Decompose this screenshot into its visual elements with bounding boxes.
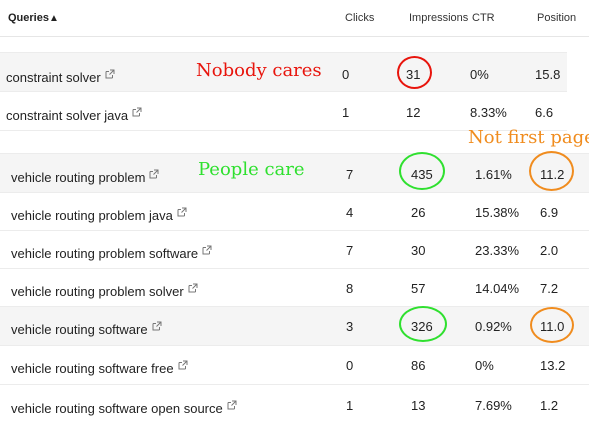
position-column-header[interactable]: Position bbox=[537, 12, 577, 24]
impressions-cell: 57 bbox=[411, 281, 426, 296]
query-cell: constraint solver bbox=[6, 67, 115, 85]
query-cell: vehicle routing problem software bbox=[11, 243, 212, 261]
impressions-column-header[interactable]: Impressions bbox=[409, 12, 469, 24]
query-cell: vehicle routing problem java bbox=[11, 205, 187, 223]
clicks-cell: 0 bbox=[342, 67, 350, 82]
query-text[interactable]: vehicle routing problem solver bbox=[11, 284, 184, 299]
external-link-icon[interactable] bbox=[152, 319, 162, 334]
table-row[interactable]: vehicle routing problem solver 8 57 14.0… bbox=[0, 268, 589, 307]
query-cell: vehicle routing problem bbox=[11, 167, 159, 185]
ctr-cell: 0% bbox=[475, 358, 494, 373]
clicks-cell: 1 bbox=[342, 105, 350, 120]
table-row[interactable]: vehicle routing software 3 326 0.92% 11.… bbox=[0, 306, 589, 345]
query-text[interactable]: vehicle routing problem java bbox=[11, 208, 173, 223]
query-cell: vehicle routing software bbox=[11, 319, 162, 337]
external-link-icon[interactable] bbox=[188, 281, 198, 296]
people-care-annotation: People care bbox=[198, 159, 305, 180]
table-row[interactable]: vehicle routing software open source 1 1… bbox=[0, 384, 589, 426]
ctr-cell: 23.33% bbox=[475, 243, 520, 258]
sort-ascending-icon: ▲ bbox=[48, 13, 59, 24]
position-cell: 6.9 bbox=[540, 205, 559, 220]
green-highlight-circle bbox=[399, 306, 447, 342]
table-row[interactable]: vehicle routing software free 0 86 0% 13… bbox=[0, 345, 589, 384]
table-header: Queries▲ Clicks Impressions CTR Position bbox=[0, 0, 589, 37]
table-row[interactable]: constraint solver java 1 12 8.33% 6.6 bbox=[0, 91, 567, 130]
clicks-column-header[interactable]: Clicks bbox=[345, 12, 375, 24]
clicks-cell: 7 bbox=[346, 243, 354, 258]
ctr-cell: 14.04% bbox=[475, 281, 520, 296]
external-link-icon[interactable] bbox=[149, 167, 159, 182]
external-link-icon[interactable] bbox=[202, 243, 212, 258]
query-text[interactable]: vehicle routing software bbox=[11, 322, 148, 337]
clicks-cell: 3 bbox=[346, 319, 354, 334]
orange-highlight-circle bbox=[530, 307, 574, 343]
query-cell: vehicle routing software open source bbox=[11, 398, 237, 416]
position-cell: 7.2 bbox=[540, 281, 559, 296]
external-link-icon[interactable] bbox=[105, 67, 115, 82]
impressions-cell: 13 bbox=[411, 398, 426, 413]
query-text[interactable]: vehicle routing problem software bbox=[11, 246, 199, 261]
orange-highlight-circle bbox=[529, 151, 574, 191]
query-text[interactable]: constraint solver bbox=[6, 70, 101, 85]
external-link-icon[interactable] bbox=[227, 398, 237, 413]
clicks-cell: 4 bbox=[346, 205, 354, 220]
position-cell: 6.6 bbox=[535, 105, 554, 120]
position-cell: 15.8 bbox=[535, 67, 561, 82]
ctr-cell: 7.69% bbox=[475, 398, 512, 413]
query-cell: constraint solver java bbox=[6, 105, 142, 123]
red-highlight-circle bbox=[397, 56, 432, 89]
query-cell: vehicle routing software free bbox=[11, 358, 188, 376]
clicks-cell: 8 bbox=[346, 281, 354, 296]
ctr-cell: 1.61% bbox=[475, 167, 512, 182]
ctr-cell: 0% bbox=[470, 67, 489, 82]
position-cell: 2.0 bbox=[540, 243, 559, 258]
nobody-cares-annotation: Nobody cares bbox=[196, 60, 322, 81]
clicks-cell: 0 bbox=[346, 358, 354, 373]
ctr-cell: 0.92% bbox=[475, 319, 512, 334]
external-link-icon[interactable] bbox=[177, 205, 187, 220]
query-text[interactable]: vehicle routing software free bbox=[11, 361, 174, 376]
clicks-cell: 1 bbox=[346, 398, 354, 413]
impressions-cell: 86 bbox=[411, 358, 426, 373]
ctr-column-header[interactable]: CTR bbox=[472, 12, 495, 24]
table-row[interactable]: vehicle routing problem software 7 30 23… bbox=[0, 230, 589, 269]
external-link-icon[interactable] bbox=[178, 358, 188, 373]
table-row[interactable]: vehicle routing problem java 4 26 15.38%… bbox=[0, 192, 589, 231]
not-first-page-annotation: Not first page bbox=[468, 127, 589, 148]
queries-header-label: Queries bbox=[8, 12, 49, 24]
position-cell: 13.2 bbox=[540, 358, 566, 373]
table-row[interactable]: vehicle routing problem 7 435 1.61% 11.2 bbox=[0, 153, 589, 192]
green-highlight-circle bbox=[399, 152, 445, 190]
external-link-icon[interactable] bbox=[132, 105, 142, 120]
query-text[interactable]: vehicle routing problem bbox=[11, 170, 146, 185]
impressions-cell: 12 bbox=[406, 105, 421, 120]
impressions-cell: 30 bbox=[411, 243, 426, 258]
ctr-cell: 15.38% bbox=[475, 205, 520, 220]
query-cell: vehicle routing problem solver bbox=[11, 281, 198, 299]
group-divider bbox=[0, 130, 567, 131]
impressions-cell: 26 bbox=[411, 205, 426, 220]
ctr-cell: 8.33% bbox=[470, 105, 507, 120]
query-text[interactable]: constraint solver java bbox=[6, 108, 129, 123]
queries-column-header[interactable]: Queries▲ bbox=[8, 12, 59, 24]
query-text[interactable]: vehicle routing software open source bbox=[11, 401, 223, 416]
clicks-cell: 7 bbox=[346, 167, 354, 182]
position-cell: 1.2 bbox=[540, 398, 559, 413]
